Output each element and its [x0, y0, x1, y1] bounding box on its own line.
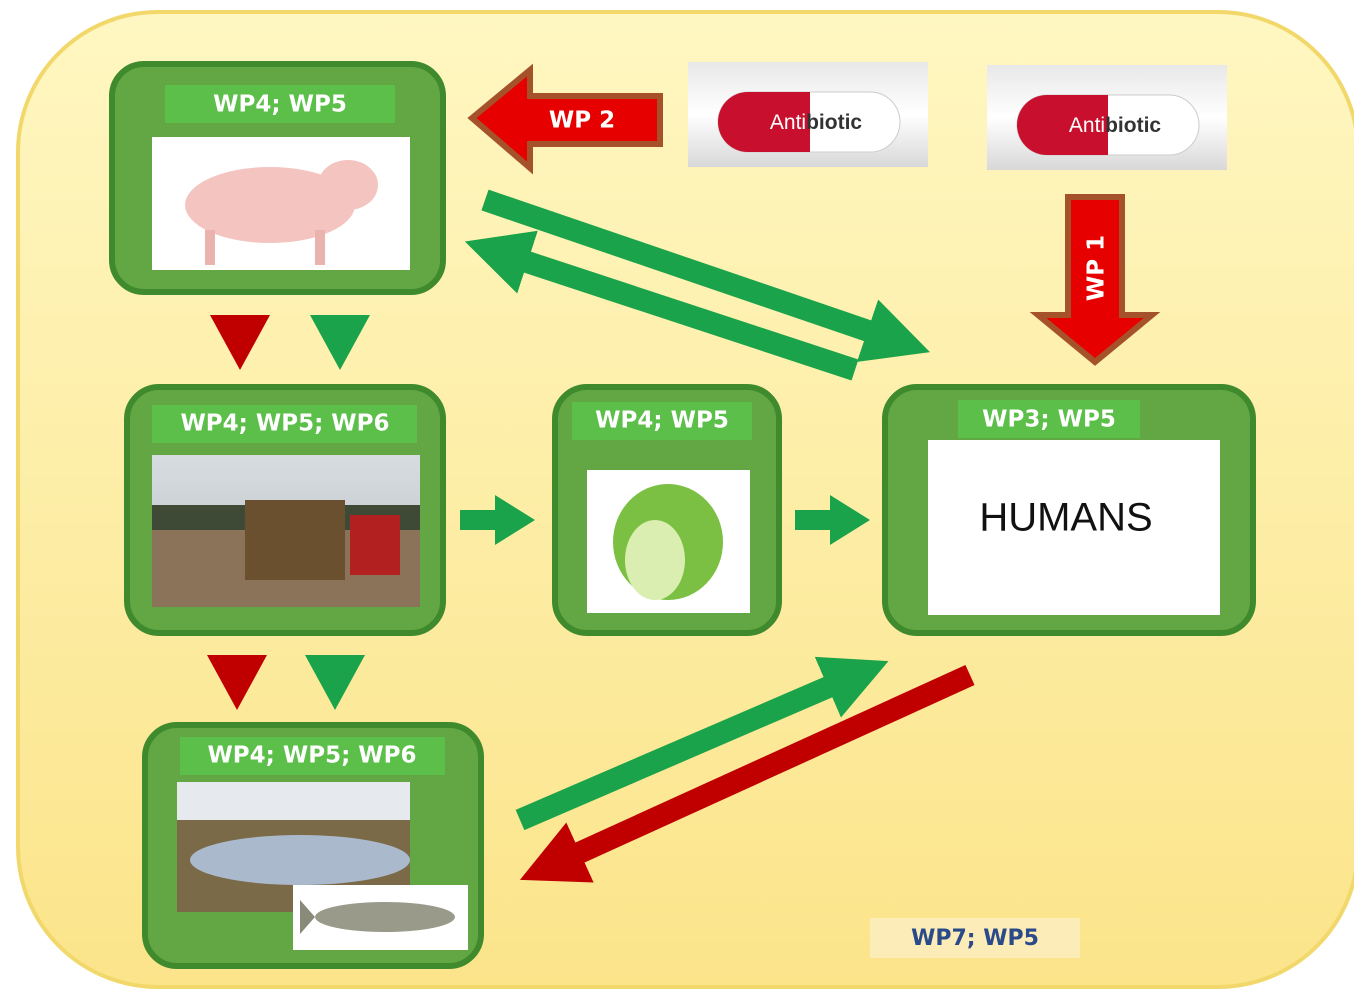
node-label: WP4; WP5 — [213, 92, 347, 118]
svg-text:Antibiotic: Antibiotic — [770, 111, 863, 134]
node-label: WP4; WP5; WP6 — [180, 411, 389, 437]
pill-text: Anti — [1069, 114, 1105, 137]
node: WP4; WP5; WP6 — [127, 387, 443, 633]
footer-label: WP7; WP5 — [911, 926, 1039, 951]
node: WP4; WP5 — [555, 387, 779, 633]
node-label: WP4; WP5 — [595, 408, 729, 434]
pill-text: Anti — [770, 111, 806, 134]
diagram: Antibiotic Antibiotic WP 2 WP 1 WP4; WP5… — [0, 0, 1354, 992]
pill-text: biotic — [1105, 114, 1161, 137]
node-label: WP3; WP5 — [982, 407, 1116, 433]
node-label: WP4; WP5; WP6 — [207, 743, 416, 769]
pill-text: biotic — [806, 111, 862, 134]
pill-image: Antibiotic — [987, 65, 1227, 170]
svg-text:Antibiotic: Antibiotic — [1069, 114, 1162, 137]
node: WP3; WP5 HUMANS — [885, 387, 1253, 633]
arrow-label: WP 1 — [1084, 235, 1110, 301]
node: WP4; WP5 — [112, 64, 443, 292]
node: WP4; WP5; WP6 — [145, 725, 481, 966]
pill-image: Antibiotic — [688, 62, 928, 167]
arrow-label: WP 2 — [549, 108, 615, 134]
node-text: HUMANS — [979, 496, 1152, 540]
